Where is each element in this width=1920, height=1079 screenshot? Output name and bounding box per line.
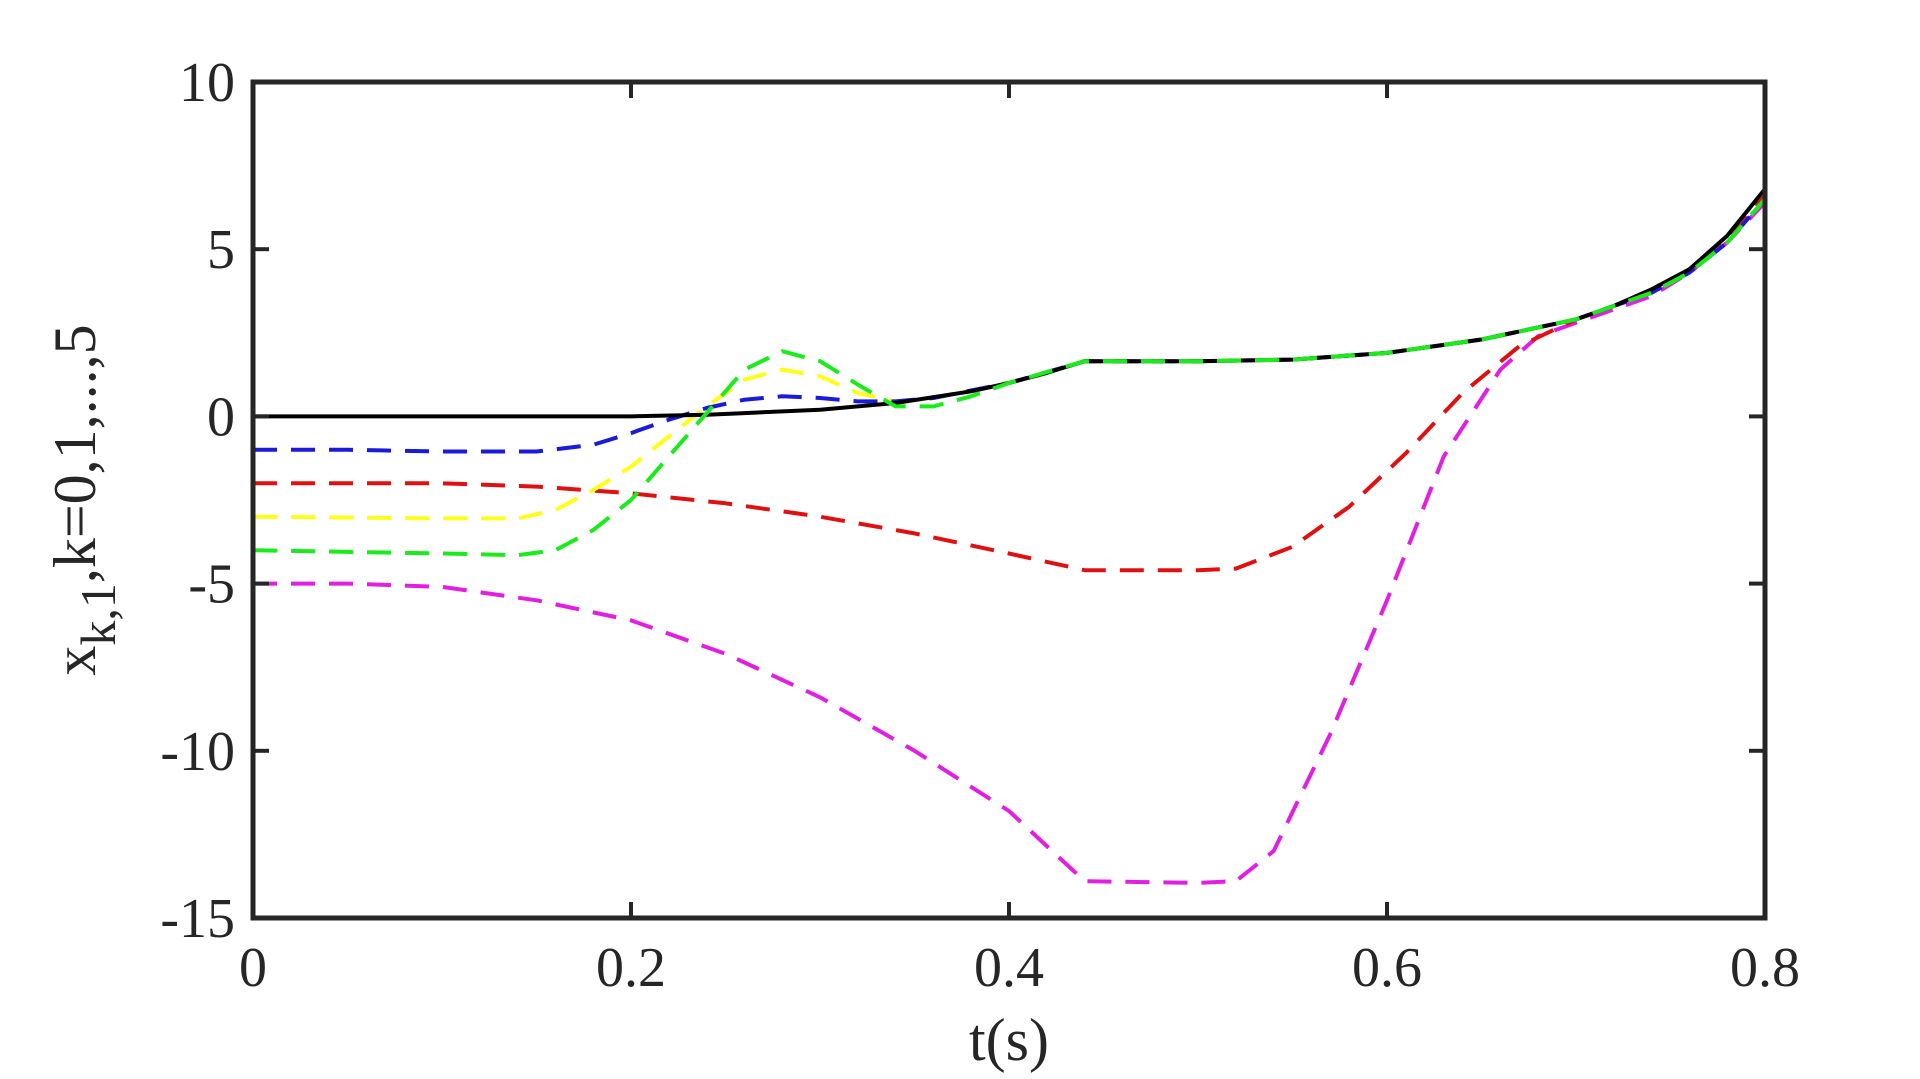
x-tick-label: 0.6 (1352, 937, 1422, 999)
series-line-2 (252, 197, 1767, 521)
x-axis-label: t(s) (969, 1007, 1049, 1073)
x-tick-label: 0.2 (596, 937, 666, 999)
y-tick-label: -15 (160, 888, 235, 950)
y-axis-label-rest: ,k=0,1,...,5 (42, 324, 108, 583)
y-tick-label: 0 (207, 386, 235, 448)
y-tick-label: -5 (188, 554, 235, 616)
y-axis-label-subscript: k,1 (70, 583, 126, 646)
series-line-1 (253, 194, 1767, 573)
series-line-3 (253, 197, 1767, 454)
y-tick-label: 10 (179, 52, 235, 114)
series-layer (252, 187, 1767, 885)
plot-frame (250, 79, 1768, 921)
y-axis-label-main: x (42, 646, 108, 676)
y-tick-label: -10 (160, 721, 235, 783)
x-tick-label: 0.4 (974, 937, 1044, 999)
series-line-5 (252, 197, 1767, 558)
y-axis-label: xk,1,k=0,1,...,5 (42, 324, 126, 675)
x-tick-label: 0 (239, 937, 267, 999)
y-tick-label: 5 (207, 219, 235, 281)
x-tick-label: 0.8 (1730, 937, 1800, 999)
ticks-layer: 0 0.2 0.4 0.6 0.8 10 5 0 -5 -10 -15 (160, 52, 1800, 999)
series-line-0 (253, 201, 1767, 885)
